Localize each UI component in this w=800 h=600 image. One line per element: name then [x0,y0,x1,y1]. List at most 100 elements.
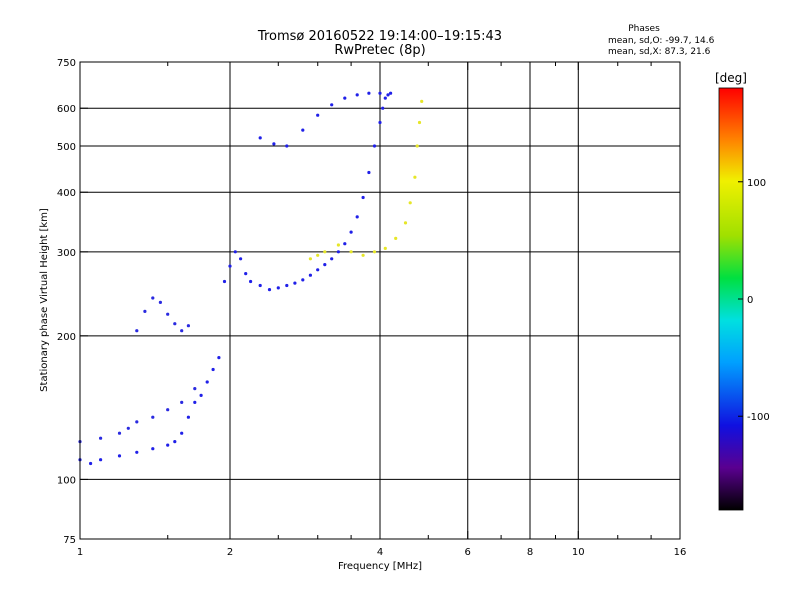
y-tick-label: 600 [57,104,76,115]
data-point [272,142,276,146]
data-point [372,144,377,148]
data-point [166,408,170,412]
data-point [89,461,93,466]
y-tick-label: 400 [57,188,76,199]
x-tick-label: 1 [77,547,83,558]
data-point [117,431,122,435]
x-tick-label: 16 [674,547,687,558]
data-point [336,243,340,247]
data-point [323,250,327,254]
x-tick-label: 2 [227,547,233,558]
data-point [199,393,203,397]
data-point [330,103,334,107]
data-point [285,144,289,148]
data-point [180,431,184,435]
data-point [233,250,237,254]
data-point [372,250,377,254]
data-point [323,263,327,267]
data-point [316,268,320,272]
data-point [301,278,305,282]
data-point [117,454,122,458]
colorbar-ticks: 100 0 -100 [738,178,770,423]
data-point [420,99,424,103]
data-point [389,91,393,95]
stats-heading: Phases [628,24,660,34]
colorbar-tick-label: 100 [747,178,766,189]
plot-grid [80,62,680,539]
colorbar-tick-label: 0 [747,295,753,306]
data-point [403,221,408,225]
data-point [349,250,353,254]
data-point [394,236,398,240]
data-point [222,279,227,284]
data-point [173,440,177,444]
data-point [239,257,243,261]
data-point [293,281,297,285]
x-tick-label: 4 [377,547,383,558]
plot-axes: 1 2 4 6 8 10 16 75 100 200 300 400 500 600 750 [57,58,686,558]
data-point [285,283,289,288]
data-point [135,420,139,424]
data-point [180,329,184,333]
y-tick-label: 100 [57,475,76,486]
data-point [151,415,155,419]
x-axis-label: Frequency [MHz] [338,561,422,572]
plot-points [78,91,424,466]
stats-o-mode: mean, sd,O: -99.7, 14.6 [608,36,715,46]
data-point [349,230,353,234]
y-axis-label: Stationary phase Virtual Height [km] [39,208,50,392]
data-point [135,450,139,454]
data-point [151,296,155,300]
data-point [367,91,371,95]
data-point [205,380,209,384]
data-point [135,329,139,333]
x-tick-label: 8 [527,547,533,558]
data-point [386,93,390,97]
data-point [99,458,103,462]
data-point [186,324,190,328]
data-point [267,288,272,292]
data-point [217,356,221,360]
y-tick-label: 500 [57,142,76,153]
data-point [330,257,334,261]
data-point [228,264,232,268]
data-point [143,309,147,313]
data-point [336,250,340,254]
y-tick-label: 300 [57,248,76,259]
x-tick-label: 6 [465,547,471,558]
y-tick-label: 75 [63,535,76,546]
data-point [193,400,197,404]
stats-x-mode: mean, sd,X: 87.3, 21.6 [608,47,711,57]
data-point [193,387,197,391]
chart-title: Tromsø 20160522 19:14:00–19:15:43 [257,29,502,44]
colorbar-tick-label: -100 [747,412,770,423]
data-point [180,400,184,404]
data-point [355,93,359,97]
data-point [343,96,347,100]
data-point [381,106,385,110]
data-point [258,136,262,140]
data-point [343,242,347,246]
y-tick-label: 200 [57,332,76,343]
data-point [151,447,155,451]
data-point [258,283,262,288]
data-point [361,195,365,200]
data-point [383,96,387,100]
data-point [413,175,417,179]
data-point [367,170,371,175]
data-point [361,253,365,257]
data-point [316,113,320,117]
data-point [415,144,419,148]
data-point [173,322,177,326]
data-point [316,253,320,257]
colorbar-unit-label: [deg] [715,71,747,85]
data-point [166,443,170,447]
data-point [355,215,359,219]
y-tick-label: 750 [57,58,76,69]
data-point [99,436,103,440]
data-point [166,312,170,316]
data-point [244,272,248,276]
data-point [276,286,280,290]
data-point [126,426,130,430]
